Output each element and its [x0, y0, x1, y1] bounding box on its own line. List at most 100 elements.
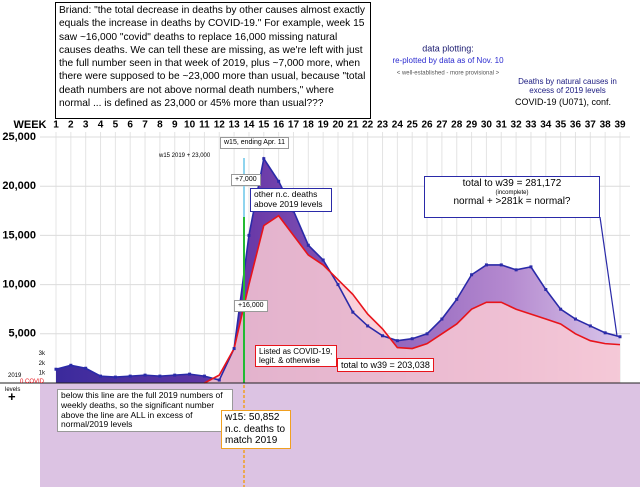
point — [99, 374, 103, 378]
x-tick-label: 32 — [511, 120, 523, 131]
annotation: +7,000 — [231, 174, 261, 187]
point — [336, 283, 340, 287]
annotation: below this line are the full 2019 number… — [57, 389, 233, 433]
annotation: w15 2019 + 23,000 — [159, 153, 211, 159]
x-tick-label: 1 — [53, 120, 59, 131]
x-tick-label: 33 — [525, 120, 537, 131]
y-tick-label: 1k — [39, 371, 46, 377]
x-tick-label: 28 — [451, 120, 463, 131]
annotation: total to w39 = 281,172 — [462, 178, 562, 189]
x-tick-label: 9 — [172, 120, 178, 131]
x-tick-label: 21 — [347, 120, 359, 131]
legend-subtitle: re-plotted by data as of Nov. 10 — [392, 56, 504, 65]
annotation: w15: 50,852 n.c. deaths to match 2019 — [221, 410, 291, 449]
x-tick-label: 13 — [229, 120, 241, 131]
x-tick-label: 8 — [157, 120, 163, 131]
x-tick-label: 34 — [540, 120, 552, 131]
area — [204, 215, 620, 383]
x-tick-label: 7 — [142, 120, 148, 131]
y-tick-label: 3k — [39, 351, 46, 357]
x-tick-label: 38 — [600, 120, 612, 131]
legend-title: data plotting: — [422, 43, 474, 53]
point — [202, 374, 206, 378]
x-tick-label: 3 — [83, 120, 89, 131]
point — [588, 324, 592, 328]
legend-note: < well-established - more provisional > — [397, 71, 500, 77]
x-tick-label: 19 — [318, 120, 330, 131]
x-tick-label: 29 — [466, 120, 478, 131]
x-tick-label: 30 — [481, 120, 493, 131]
line — [204, 214, 621, 384]
point — [499, 263, 503, 267]
point — [321, 258, 325, 262]
annotation: total to w39 = 203,038 — [337, 358, 434, 373]
quote-box: Briand: "the total decrease in deaths by… — [55, 2, 371, 119]
x-tick-label: 22 — [362, 120, 374, 131]
point — [381, 334, 385, 338]
x-tick-label: 24 — [392, 120, 404, 131]
annotation: other n.c. deaths above 2019 levels — [250, 188, 332, 212]
pointer-line — [599, 216, 618, 337]
y-tick-label: 15,000 — [2, 229, 36, 241]
legend: data plotting: re-plotted by data as of … — [386, 43, 505, 103]
point — [69, 363, 73, 367]
x-tick-label: 25 — [407, 120, 419, 131]
point — [559, 307, 563, 311]
annotation: (incomplete) — [495, 189, 529, 196]
annotation: w15, ending Apr. 11 — [220, 137, 289, 150]
x-tick-label: 6 — [127, 120, 133, 131]
x-axis-label: WEEK — [14, 119, 47, 131]
x-tick-label: 31 — [496, 120, 508, 131]
point — [158, 374, 162, 378]
annotation: normal + >281k = normal? — [453, 196, 571, 208]
point — [618, 335, 622, 339]
point — [603, 331, 607, 335]
point — [277, 179, 281, 183]
x-tick-label: 10 — [184, 120, 196, 131]
point — [128, 374, 132, 378]
point — [262, 157, 266, 161]
point — [351, 310, 355, 314]
point — [529, 265, 533, 269]
annotation: +16,000 — [234, 300, 268, 313]
annotation: Listed as COVID-19, legit. & otherwise — [255, 345, 337, 368]
legend-label: COVID-19 (U071), conf. — [515, 97, 612, 107]
point — [84, 366, 88, 370]
point — [544, 288, 548, 292]
y-tick-label: 25,000 — [2, 131, 36, 143]
point — [470, 273, 474, 277]
point — [217, 378, 221, 382]
x-tick-label: 11 — [199, 120, 210, 131]
x-tick-label: 27 — [436, 120, 448, 131]
x-tick-label: 26 — [421, 120, 433, 131]
x-tick-label: 39 — [614, 120, 626, 131]
annotation: levels — [5, 387, 21, 393]
x-tick-label: 2 — [68, 120, 74, 131]
point — [143, 373, 147, 377]
point — [410, 337, 414, 341]
point — [425, 332, 429, 336]
x-tick-label: 18 — [303, 120, 315, 131]
x-tick-label: 5 — [113, 120, 119, 131]
point — [366, 324, 370, 328]
x-tick-label: 36 — [570, 120, 582, 131]
annotation: 2019 — [8, 373, 22, 379]
x-tick-label: 12 — [214, 120, 226, 131]
x-tick-label: 4 — [98, 120, 104, 131]
x-tick-label: 14 — [243, 120, 255, 131]
point — [306, 243, 310, 247]
point — [440, 317, 444, 321]
point — [455, 297, 459, 301]
y-tick-label: 10,000 — [2, 279, 36, 291]
x-tick-label: 37 — [585, 120, 597, 131]
x-tick-label: 20 — [332, 120, 344, 131]
point — [113, 375, 117, 379]
total-box: total to w39 = 281,172 (incomplete) norm… — [424, 176, 600, 218]
x-tick-label: 16 — [273, 120, 285, 131]
x-tick-label: 23 — [377, 120, 389, 131]
y-tick-label: 20,000 — [2, 180, 36, 192]
annotation: + — [8, 389, 16, 404]
point — [247, 233, 251, 237]
